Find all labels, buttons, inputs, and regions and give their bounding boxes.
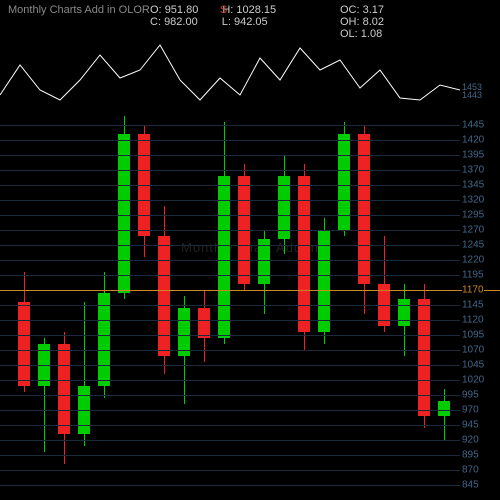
gridline: [0, 245, 460, 246]
y-tick-label: 945: [462, 420, 479, 431]
gridline: [0, 395, 460, 396]
y-tick-label: 1245: [462, 240, 484, 251]
candle-body[interactable]: [98, 293, 110, 386]
y-tick-label: 1095: [462, 330, 484, 341]
gridline: [0, 410, 460, 411]
chart-header: Monthly Charts Add in OLOR S: [8, 4, 492, 16]
current-price-label: 1170: [462, 285, 484, 296]
y-tick-label: 1195: [462, 270, 484, 281]
candle-body[interactable]: [398, 299, 410, 326]
gridline: [0, 260, 460, 261]
y-tick-label: 1145: [462, 300, 484, 311]
gridline: [0, 455, 460, 456]
y-tick-label: 1220: [462, 255, 484, 266]
y-tick-label: 1020: [462, 375, 484, 386]
y-tick-label: 1120: [462, 315, 484, 326]
chart-title: Monthly Charts Add in OLOR: [8, 4, 150, 16]
y-tick-label: 895: [462, 450, 479, 461]
current-price-line: [0, 290, 500, 291]
gridline: [0, 185, 460, 186]
y-tick-label: 1370: [462, 165, 484, 176]
gridline: [0, 320, 460, 321]
y-tick-label: 845: [462, 480, 479, 491]
gridline: [0, 230, 460, 231]
gridline: [0, 350, 460, 351]
close-value: C: 982.00: [150, 16, 198, 28]
gridline: [0, 425, 460, 426]
y-tick-label: 1345: [462, 180, 484, 191]
gridline: [0, 140, 460, 141]
gridline: [0, 470, 460, 471]
y-tick-label: 1445: [462, 120, 484, 131]
candle-body[interactable]: [418, 299, 430, 416]
gridline: [0, 485, 460, 486]
gridline: [0, 200, 460, 201]
y-tick-label: 1070: [462, 345, 484, 356]
low-value: L: 942.05: [222, 16, 268, 28]
chart-symbol: S: [220, 4, 227, 16]
y-tick-label: 1420: [462, 135, 484, 146]
y-tick-label: 920: [462, 435, 479, 446]
gridline: [0, 440, 460, 441]
y-axis-labels: 845 870 895 920 945 970 995 1020 1045 1070 1095 112…: [462, 110, 500, 500]
gridline: [0, 125, 460, 126]
gridline: [0, 215, 460, 216]
gridline: [0, 365, 460, 366]
y-tick-label: 995: [462, 390, 479, 401]
candle-body[interactable]: [198, 308, 210, 338]
gridline: [0, 305, 460, 306]
gridline: [0, 155, 460, 156]
y-tick-label: 1395: [462, 150, 484, 161]
indicator-tick-label: 1453: [462, 82, 482, 92]
y-tick-label: 870: [462, 465, 479, 476]
y-tick-label: 1045: [462, 360, 484, 371]
candle-body[interactable]: [178, 308, 190, 356]
gridline: [0, 380, 460, 381]
y-tick-label: 1320: [462, 195, 484, 206]
candle-body[interactable]: [58, 344, 70, 434]
oh-value: OH: 8.02: [340, 16, 384, 28]
gridline: [0, 170, 460, 171]
ol-value: OL: 1.08: [340, 28, 384, 40]
indicator-line: [0, 45, 460, 100]
gridline: [0, 335, 460, 336]
gridline: [0, 275, 460, 276]
candle-body[interactable]: [118, 134, 130, 293]
candle-body[interactable]: [158, 236, 170, 356]
indicator-pane[interactable]: [0, 40, 460, 110]
candle-body[interactable]: [18, 302, 30, 386]
y-tick-label: 1270: [462, 225, 484, 236]
y-tick-label: 1295: [462, 210, 484, 221]
chart-area[interactable]: [0, 110, 460, 500]
candle-body[interactable]: [438, 401, 450, 416]
y-tick-label: 970: [462, 405, 479, 416]
candle-body[interactable]: [358, 134, 370, 284]
